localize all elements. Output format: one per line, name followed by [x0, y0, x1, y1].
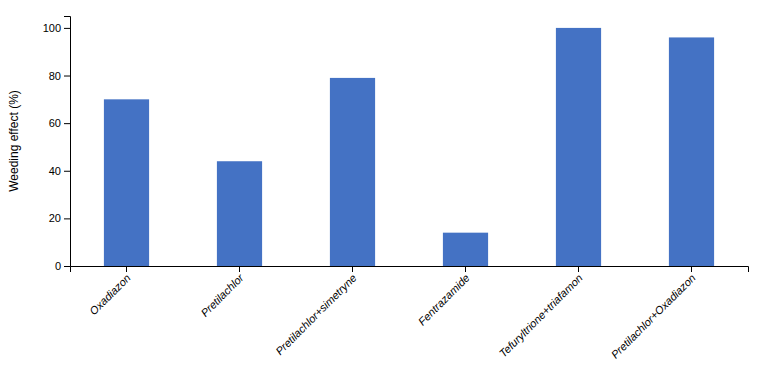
y-tick-mark — [64, 266, 70, 267]
y-axis: 0 20 40 60 80 100 — [43, 17, 71, 273]
x-tick-label: Tefuryltrione+triafamon — [497, 272, 585, 360]
y-tick-mark — [64, 171, 70, 172]
bar — [330, 78, 375, 266]
x-tick: Pretilachlor — [198, 266, 246, 319]
x-tick-mark — [239, 266, 240, 272]
bar — [104, 99, 149, 266]
x-tick-label: Oxadiazon — [87, 272, 133, 318]
x-tick-mark — [691, 266, 692, 272]
bars — [104, 28, 714, 266]
x-tick-mark — [126, 266, 127, 272]
x-tick: Pretilachlor+Oxadiazon — [609, 266, 698, 361]
x-tick-label: Fentrazamide — [416, 272, 472, 328]
y-tick: 100 — [43, 22, 70, 34]
x-axis-line — [71, 267, 749, 273]
y-tick-mark — [64, 76, 70, 77]
y-tick-label: 80 — [49, 70, 61, 82]
x-tick: Pretilachlor+simetryne — [273, 266, 359, 357]
x-tick-label: Pretilachlor+simetryne — [273, 272, 359, 358]
bar — [669, 37, 714, 266]
y-tick-label: 20 — [49, 212, 61, 224]
x-tick-label: Pretilachlor+Oxadiazon — [609, 272, 698, 361]
y-tick: 0 — [55, 260, 70, 272]
x-tick-mark — [578, 266, 579, 272]
x-axis: Oxadiazon Pretilachlor Pretilachlor+simetr… — [71, 266, 749, 361]
y-axis-line — [64, 17, 71, 267]
y-tick-label: 40 — [49, 165, 61, 177]
x-tick: Oxadiazon — [87, 266, 133, 317]
y-tick: 20 — [49, 212, 70, 224]
x-tick-mark — [352, 266, 353, 272]
bar — [443, 233, 488, 266]
bar — [217, 161, 262, 266]
x-tick: Tefuryltrione+triafamon — [497, 266, 585, 359]
y-tick: 40 — [49, 165, 70, 177]
y-tick: 80 — [49, 70, 70, 82]
y-tick-label: 100 — [43, 22, 61, 34]
x-tick-label: Pretilachlor — [198, 271, 246, 319]
y-tick-mark — [64, 123, 70, 124]
x-tick: Fentrazamide — [416, 266, 472, 328]
y-tick: 60 — [49, 117, 70, 129]
bar — [556, 28, 601, 266]
chart: Oxadiazon Pretilachlor Pretilachlor+simetr… — [0, 0, 768, 391]
y-tick-mark — [64, 218, 70, 219]
y-tick-mark — [64, 28, 70, 29]
x-tick-mark — [465, 266, 466, 272]
y-tick-label: 60 — [49, 117, 61, 129]
y-tick-label: 0 — [55, 260, 61, 272]
y-axis-title: Weeding effect (%) — [7, 90, 21, 192]
plot: Oxadiazon Pretilachlor Pretilachlor+simetr… — [43, 17, 749, 361]
